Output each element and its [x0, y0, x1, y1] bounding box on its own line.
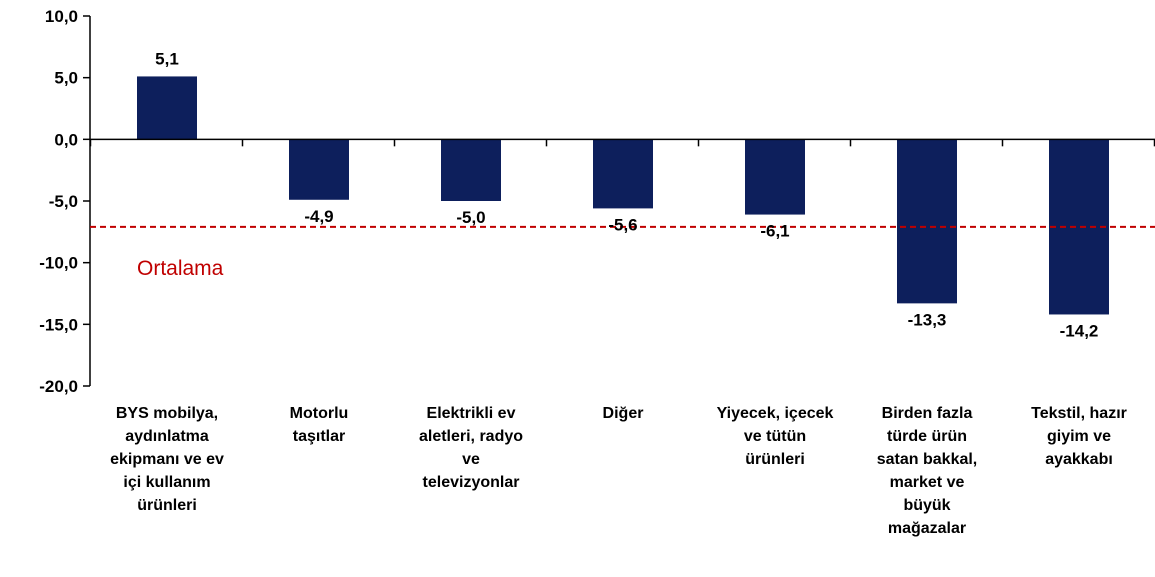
bar: [593, 139, 653, 209]
bar: [441, 139, 501, 201]
x-tick-label: Diğer: [602, 405, 644, 422]
bar: [289, 139, 349, 200]
x-tick-label: BYS mobilya, aydınlatma ekipmanı ve ev i…: [110, 405, 224, 514]
y-tick-label: 5,0: [54, 69, 78, 88]
data-label: -6,1: [760, 222, 789, 241]
x-tick-label: Birden fazla türde ürün satan bakkal, ma…: [876, 405, 978, 537]
x-tick-label: Motorlu taşıtlar: [289, 405, 349, 445]
data-label: -5,6: [608, 215, 637, 234]
bar: [897, 139, 957, 304]
average-label: Ortalama: [137, 257, 224, 280]
data-label: -5,0: [456, 208, 485, 227]
y-tick-label: -20,0: [39, 377, 78, 396]
y-tick-label: -15,0: [39, 315, 78, 334]
y-tick-label: -5,0: [49, 192, 78, 211]
bar: [1049, 139, 1109, 315]
x-tick-label: Elektrikli ev aletleri, radyo ve televiz…: [418, 405, 524, 491]
data-label: 5,1: [155, 49, 179, 68]
y-tick-label: 0,0: [54, 130, 78, 149]
data-label: -14,2: [1060, 321, 1099, 340]
y-tick-label: 10,0: [45, 7, 78, 26]
data-label: -4,9: [304, 207, 333, 226]
x-tick-label: Yiyecek, içecek ve tütün ürünleri: [716, 405, 834, 468]
bar: [137, 76, 197, 140]
bar: [745, 139, 805, 215]
x-tick-label: Tekstil, hazır giyim ve ayakkabı: [1031, 405, 1127, 468]
y-tick-label: -10,0: [39, 254, 78, 273]
data-label: -13,3: [908, 310, 947, 329]
